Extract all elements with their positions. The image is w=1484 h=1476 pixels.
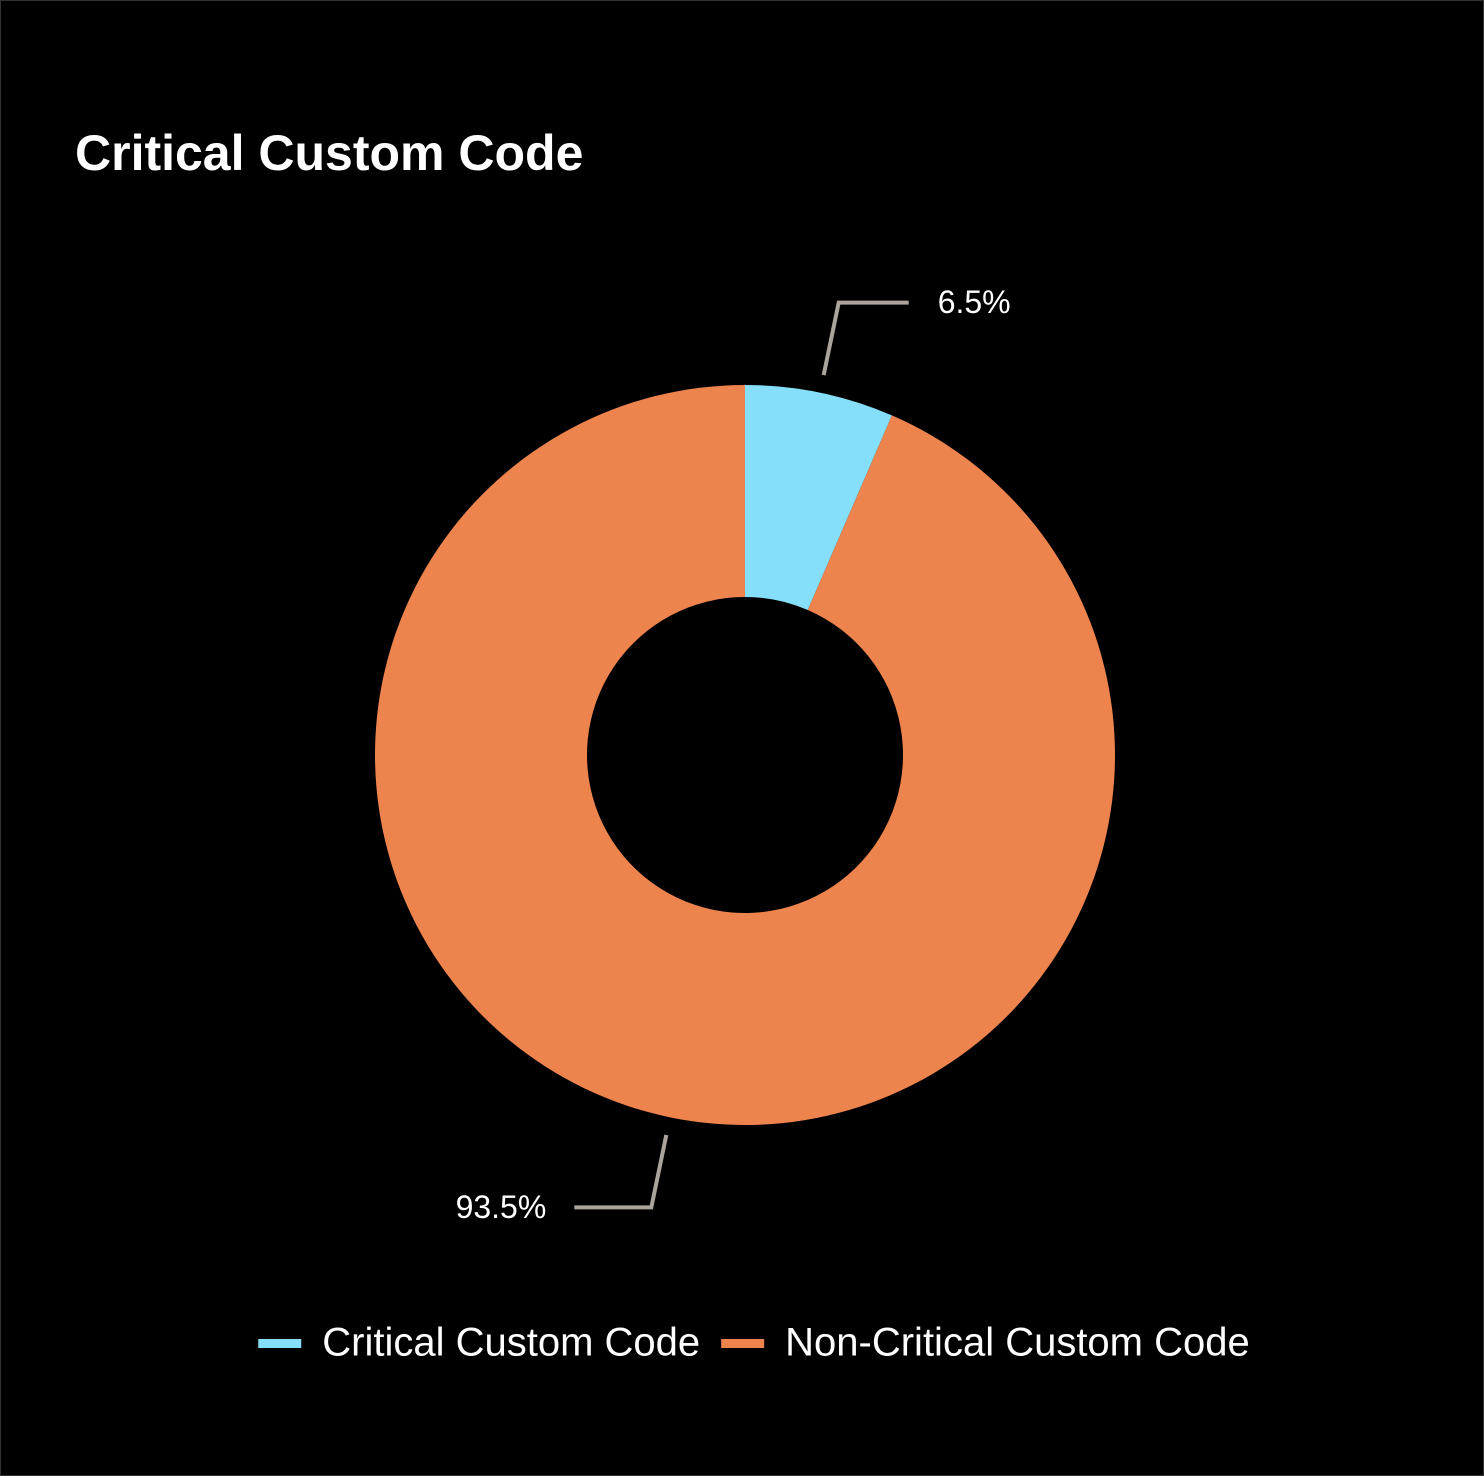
data-label: 93.5% [456, 1189, 547, 1225]
slice [745, 385, 892, 610]
leader-line [821, 300, 909, 376]
leader-line [574, 1134, 669, 1210]
data-label: 6.5% [938, 284, 1011, 320]
legend-swatch [258, 1339, 302, 1348]
legend-label: Non-Critical Custom Code [785, 1321, 1250, 1365]
slice [375, 385, 1116, 1126]
legend-swatch [721, 1339, 765, 1348]
chart-title: Critical Custom Code [75, 125, 583, 181]
legend: Critical Custom Code Non-Critical Custom … [258, 1321, 1250, 1365]
legend-label: Critical Custom Code [322, 1321, 700, 1365]
